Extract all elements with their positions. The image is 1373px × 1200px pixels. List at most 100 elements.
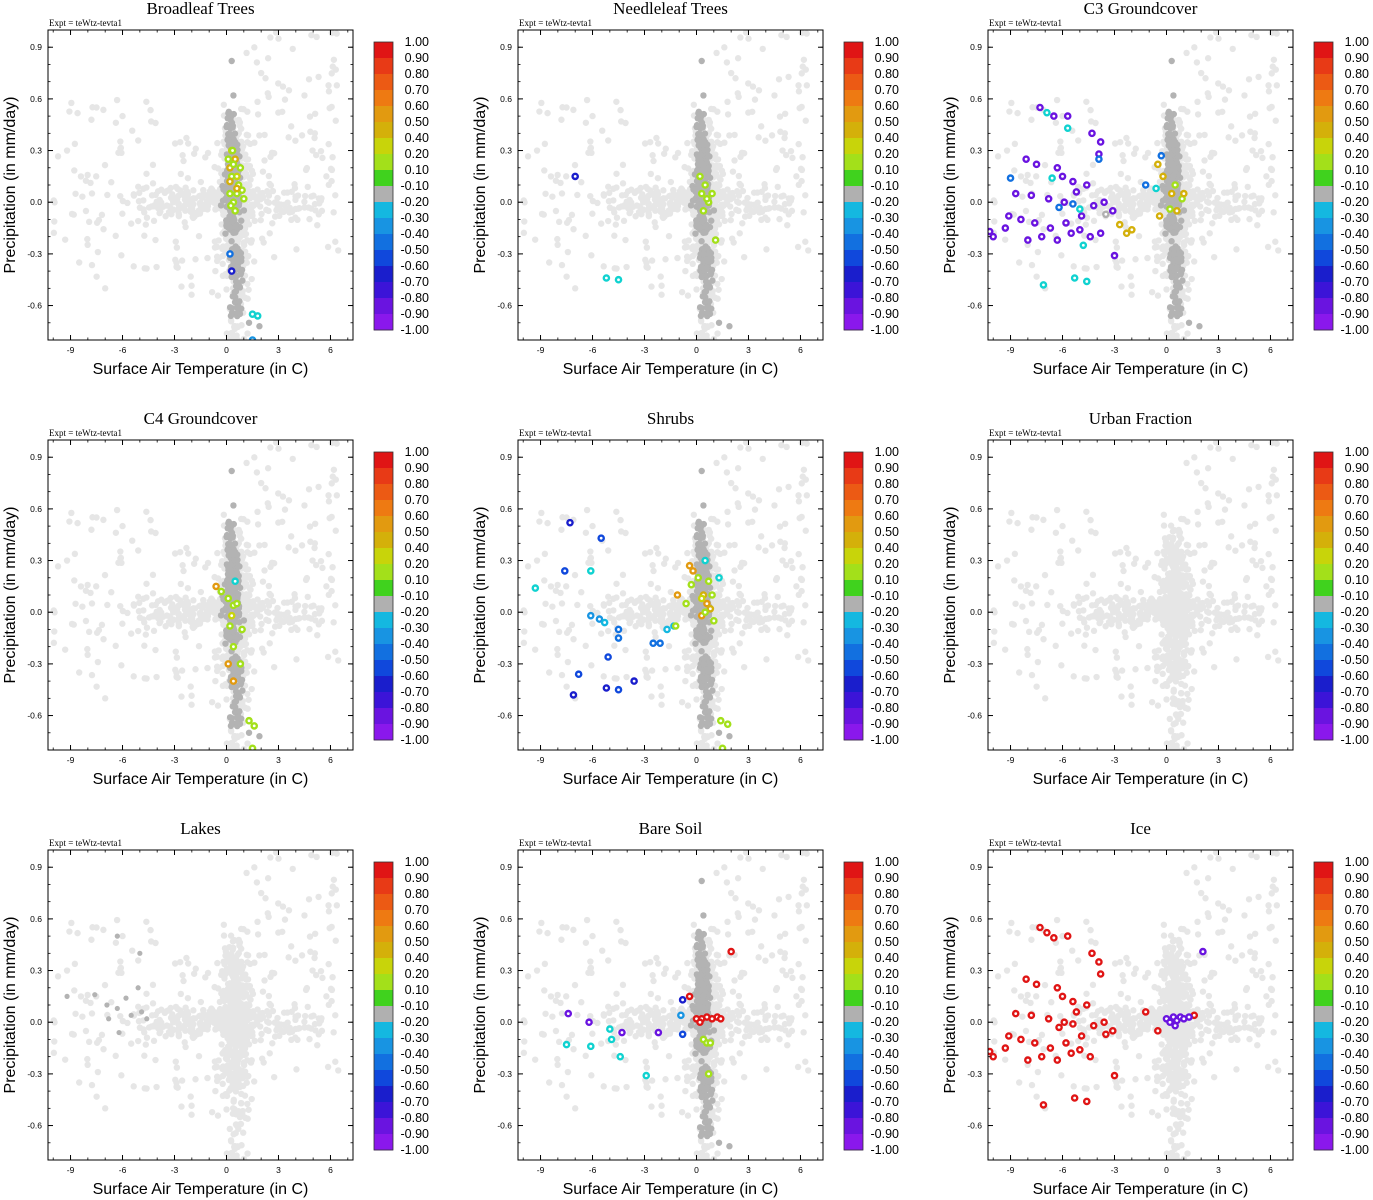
background-point bbox=[1163, 286, 1170, 293]
background-point bbox=[287, 123, 295, 130]
background-point bbox=[328, 177, 335, 185]
background-point bbox=[1233, 246, 1240, 253]
background-point bbox=[739, 220, 746, 227]
background-point bbox=[61, 236, 69, 243]
background-point bbox=[227, 318, 235, 325]
colorbar-swatch bbox=[374, 74, 393, 91]
background-point bbox=[1244, 183, 1251, 191]
background-point bbox=[63, 147, 71, 154]
colorbar-swatch bbox=[1314, 266, 1333, 283]
background-point bbox=[196, 210, 204, 217]
background-point bbox=[788, 195, 795, 202]
background-point bbox=[805, 247, 812, 254]
background-point bbox=[231, 323, 238, 331]
background-point bbox=[332, 238, 339, 245]
colorbar-label: -0.60 bbox=[401, 259, 430, 273]
background-point bbox=[541, 140, 549, 148]
colorbar-label: -0.70 bbox=[871, 275, 900, 289]
background-point bbox=[1163, 330, 1171, 337]
background-point bbox=[281, 96, 289, 103]
data-point bbox=[1122, 229, 1131, 238]
background-point bbox=[1204, 198, 1211, 205]
background-point bbox=[784, 221, 791, 229]
background-point bbox=[1225, 134, 1232, 141]
background-point bbox=[269, 220, 276, 227]
background-point bbox=[183, 134, 190, 142]
colorbar-swatch bbox=[1314, 314, 1333, 331]
colorbar-label: 1.00 bbox=[875, 35, 899, 49]
background-point bbox=[690, 211, 697, 218]
background-point bbox=[234, 343, 240, 349]
colorbar-label: 0.90 bbox=[875, 51, 899, 65]
colorbar-label: -1.00 bbox=[871, 323, 900, 337]
background-point bbox=[570, 225, 577, 233]
background-point bbox=[1270, 56, 1278, 63]
background-point bbox=[1032, 173, 1040, 180]
background-point bbox=[642, 238, 649, 245]
colorbar-frame bbox=[1313, 41, 1334, 331]
background-point bbox=[799, 153, 806, 161]
colorbar-label: -0.10 bbox=[401, 179, 430, 193]
background-point bbox=[1209, 220, 1216, 227]
background-point bbox=[613, 265, 620, 272]
data-point bbox=[1154, 160, 1162, 169]
colorbar-swatch bbox=[1314, 74, 1333, 91]
background-point bbox=[180, 157, 187, 165]
neutral-point bbox=[1169, 160, 1176, 168]
background-point bbox=[678, 288, 686, 296]
background-point bbox=[627, 208, 634, 215]
background-point bbox=[1183, 170, 1190, 178]
background-point bbox=[94, 248, 102, 256]
background-point bbox=[768, 132, 776, 139]
colorbar-swatch bbox=[374, 90, 393, 107]
background-point bbox=[1205, 192, 1213, 199]
data-point bbox=[571, 172, 579, 181]
y-tick-label: 0.6 bbox=[500, 94, 512, 104]
background-point bbox=[262, 75, 269, 82]
background-point bbox=[244, 663, 251, 670]
background-point bbox=[716, 140, 724, 148]
background-point bbox=[765, 205, 772, 212]
background-point bbox=[170, 199, 177, 206]
background-point bbox=[1268, 70, 1275, 77]
background-point bbox=[1011, 140, 1019, 148]
background-point bbox=[1162, 235, 1170, 242]
background-point bbox=[660, 187, 667, 194]
background-point bbox=[1152, 267, 1159, 275]
data-point bbox=[1063, 112, 1072, 120]
colorbar-frame bbox=[843, 41, 864, 331]
background-point bbox=[1159, 245, 1166, 253]
background-point bbox=[678, 192, 686, 199]
background-point bbox=[222, 645, 230, 652]
neutral-point bbox=[706, 310, 714, 318]
colorbar-swatch bbox=[374, 138, 393, 155]
colorbar-label: -0.40 bbox=[401, 227, 430, 241]
data-point bbox=[1004, 212, 1013, 220]
background-point bbox=[1130, 187, 1137, 194]
neutral-point bbox=[697, 312, 705, 320]
background-point bbox=[237, 125, 245, 132]
background-point bbox=[1250, 192, 1257, 199]
background-point bbox=[1089, 161, 1097, 169]
colorbar-label: 0.90 bbox=[405, 51, 429, 65]
neutral-point bbox=[726, 323, 733, 330]
data-point bbox=[1053, 163, 1062, 172]
background-point bbox=[259, 168, 267, 175]
background-point bbox=[1075, 137, 1082, 144]
neutral-point bbox=[715, 319, 723, 326]
colorbar-swatch bbox=[374, 122, 393, 139]
neutral-point bbox=[234, 279, 241, 286]
neutral-point bbox=[1163, 121, 1171, 129]
data-point bbox=[1060, 198, 1069, 207]
x-tick-label: 0 bbox=[224, 345, 229, 355]
background-point bbox=[310, 192, 317, 199]
background-point bbox=[308, 205, 315, 212]
background-point bbox=[578, 179, 585, 186]
background-point bbox=[1128, 204, 1136, 211]
background-point bbox=[683, 257, 691, 265]
background-point bbox=[288, 188, 295, 195]
background-point bbox=[182, 184, 189, 191]
background-point bbox=[329, 153, 336, 161]
background-point bbox=[1189, 209, 1196, 216]
background-point bbox=[1169, 342, 1175, 348]
